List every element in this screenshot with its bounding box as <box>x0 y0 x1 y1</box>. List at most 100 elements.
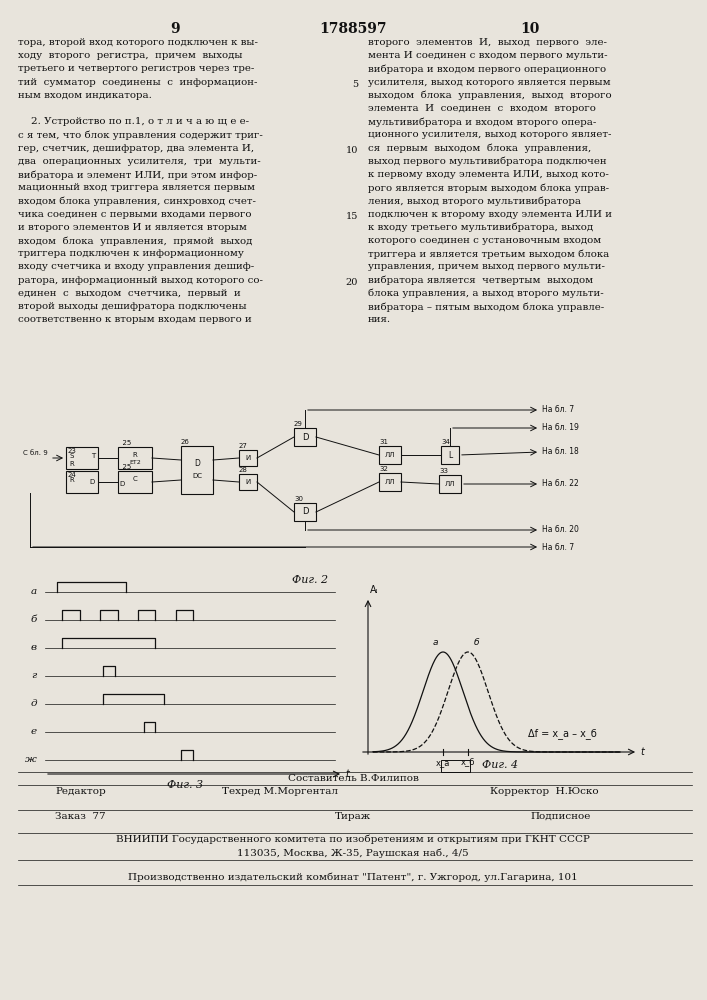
Text: входу счетчика и входу управления дешиф-: входу счетчика и входу управления дешиф- <box>18 262 255 271</box>
Text: 15: 15 <box>346 212 358 221</box>
Text: Производственно издательский комбинат "Патент", г. Ужгород, ул.Гагарина, 101: Производственно издательский комбинат "П… <box>128 872 578 882</box>
Text: к входу третьего мультивибратора, выход: к входу третьего мультивибратора, выход <box>368 223 593 232</box>
Text: R: R <box>69 477 74 483</box>
Text: мационный вход триггера является первым: мационный вход триггера является первым <box>18 183 255 192</box>
Text: 30: 30 <box>294 496 303 502</box>
Text: ЛЛ: ЛЛ <box>385 479 395 485</box>
Bar <box>439 475 461 493</box>
Bar <box>66 447 98 469</box>
Text: 10: 10 <box>520 22 539 36</box>
Text: ВНИИПИ Государственного комитета по изобретениям и открытиям при ГКНТ СССР: ВНИИПИ Государственного комитета по изоб… <box>116 835 590 844</box>
Text: На бл. 7: На бл. 7 <box>542 406 574 414</box>
Text: ратора, информационный выход которого со-: ратора, информационный выход которого со… <box>18 276 263 285</box>
Text: Редактор: Редактор <box>55 787 106 796</box>
Text: Подписное: Подписное <box>530 812 590 821</box>
Text: д: д <box>30 700 37 708</box>
Text: 10: 10 <box>346 146 358 155</box>
Text: второй выходы дешифратора подключены: второй выходы дешифратора подключены <box>18 302 247 311</box>
Text: Составитель В.Филипов: Составитель В.Филипов <box>288 774 419 783</box>
Text: 20: 20 <box>346 278 358 287</box>
Text: x_б: x_б <box>461 758 475 767</box>
Text: На бл. 7: На бл. 7 <box>542 542 574 552</box>
Text: мента И соединен с входом первого мульти-: мента И соединен с входом первого мульти… <box>368 51 607 60</box>
Text: t: t <box>345 769 349 779</box>
Text: гер, счетчик, дешифратор, два элемента И,: гер, счетчик, дешифратор, два элемента И… <box>18 144 254 153</box>
Text: единен  с  выходом  счетчика,  первый  и: единен с выходом счетчика, первый и <box>18 289 241 298</box>
Text: мультивибратора и входом второго опера-: мультивибратора и входом второго опера- <box>368 117 597 127</box>
Text: в: в <box>31 644 37 652</box>
Text: 32: 32 <box>379 466 388 472</box>
Text: 1788597: 1788597 <box>320 22 387 36</box>
Text: На бл. 19: На бл. 19 <box>542 424 579 432</box>
Text: к первому входу элемента ИЛИ, выход кото-: к первому входу элемента ИЛИ, выход кото… <box>368 170 609 179</box>
Text: 34: 34 <box>441 439 450 445</box>
Text: И: И <box>245 455 250 461</box>
Text: вибратора – пятым выходом блока управле-: вибратора – пятым выходом блока управле- <box>368 302 604 312</box>
Bar <box>441 760 470 772</box>
Text: и второго элементов И и является вторым: и второго элементов И и является вторым <box>18 223 247 232</box>
Text: которого соединен с установочным входом: которого соединен с установочным входом <box>368 236 601 245</box>
Text: управления, причем выход первого мульти-: управления, причем выход первого мульти- <box>368 262 605 271</box>
Text: D: D <box>90 479 95 485</box>
Text: триггера и является третьим выходом блока: триггера и является третьим выходом блок… <box>368 249 609 259</box>
Text: усилителя, выход которого является первым: усилителя, выход которого является первы… <box>368 78 611 87</box>
Text: На бл. 20: На бл. 20 <box>542 526 579 534</box>
Text: ET2: ET2 <box>129 460 141 464</box>
Text: тора, второй вход которого подключен к вы-: тора, второй вход которого подключен к в… <box>18 38 258 47</box>
Text: е: е <box>31 728 37 736</box>
Text: 2. Устройство по п.1, о т л и ч а ю щ е е-: 2. Устройство по п.1, о т л и ч а ю щ е … <box>18 117 249 126</box>
Text: вибратора и элемент ИЛИ, при этом инфор-: вибратора и элемент ИЛИ, при этом инфор- <box>18 170 257 180</box>
Text: блока управления, а выход второго мульти-: блока управления, а выход второго мульти… <box>368 289 604 298</box>
Text: вибратора и входом первого операционного: вибратора и входом первого операционного <box>368 64 606 74</box>
Text: триггера подключен к информационному: триггера подключен к информационному <box>18 249 244 258</box>
Bar <box>118 447 152 469</box>
Text: 27: 27 <box>239 443 248 449</box>
Text: D: D <box>302 432 308 442</box>
Text: Фиг. 2: Фиг. 2 <box>292 575 328 585</box>
Text: 25: 25 <box>118 440 132 446</box>
Text: Тираж: Тираж <box>335 812 371 821</box>
Text: чика соединен с первыми входами первого: чика соединен с первыми входами первого <box>18 210 252 219</box>
Text: x_а: x_а <box>436 758 450 767</box>
Text: тий  сумматор  соединены  с  информацион-: тий сумматор соединены с информацион- <box>18 78 257 87</box>
Text: С бл. 9: С бл. 9 <box>23 450 48 456</box>
Text: D: D <box>119 481 124 487</box>
Text: T: T <box>90 453 95 459</box>
Text: Заказ  77: Заказ 77 <box>55 812 105 821</box>
Text: 25: 25 <box>118 464 132 470</box>
Text: D: D <box>194 460 200 468</box>
Text: Фиг. 4: Фиг. 4 <box>482 760 518 770</box>
Bar <box>294 503 316 521</box>
Bar <box>239 450 257 466</box>
Bar <box>181 446 213 494</box>
Text: соответственно к вторым входам первого и: соответственно к вторым входам первого и <box>18 315 252 324</box>
Text: L: L <box>448 450 452 460</box>
Text: Аₗ: Аₗ <box>370 585 378 595</box>
Bar <box>294 428 316 446</box>
Text: 24: 24 <box>68 472 77 478</box>
Bar <box>379 473 401 491</box>
Text: ЛЛ: ЛЛ <box>385 452 395 458</box>
Text: выход первого мультивибратора подключен: выход первого мультивибратора подключен <box>368 157 607 166</box>
Text: входом  блока  управления,  прямой  выход: входом блока управления, прямой выход <box>18 236 252 245</box>
Text: ся  первым  выходом  блока  управления,: ся первым выходом блока управления, <box>368 144 591 153</box>
Text: 113035, Москва, Ж-35, Раушская наб., 4/5: 113035, Москва, Ж-35, Раушская наб., 4/5 <box>237 849 469 858</box>
Text: а: а <box>432 638 438 647</box>
Text: входом блока управления, синхровход счет-: входом блока управления, синхровход счет… <box>18 196 256 206</box>
Text: 33: 33 <box>439 468 448 474</box>
Text: 26: 26 <box>181 439 190 445</box>
Text: г: г <box>32 672 37 680</box>
Text: вибратора является  четвертым  выходом: вибратора является четвертым выходом <box>368 276 593 285</box>
Text: И: И <box>245 479 250 485</box>
Text: ж: ж <box>25 756 37 764</box>
Text: второго  элементов  И,  выход  первого  эле-: второго элементов И, выход первого эле- <box>368 38 607 47</box>
Text: R: R <box>133 452 137 458</box>
Text: Δf = x_а – x_б: Δf = x_а – x_б <box>528 729 597 739</box>
Text: На бл. 22: На бл. 22 <box>542 480 579 488</box>
Text: б: б <box>473 638 479 647</box>
Text: элемента  И  соединен  с  входом  второго: элемента И соединен с входом второго <box>368 104 596 113</box>
Text: 29: 29 <box>294 421 303 427</box>
Bar <box>379 446 401 464</box>
Text: t: t <box>640 747 644 757</box>
Text: 23: 23 <box>68 448 77 454</box>
